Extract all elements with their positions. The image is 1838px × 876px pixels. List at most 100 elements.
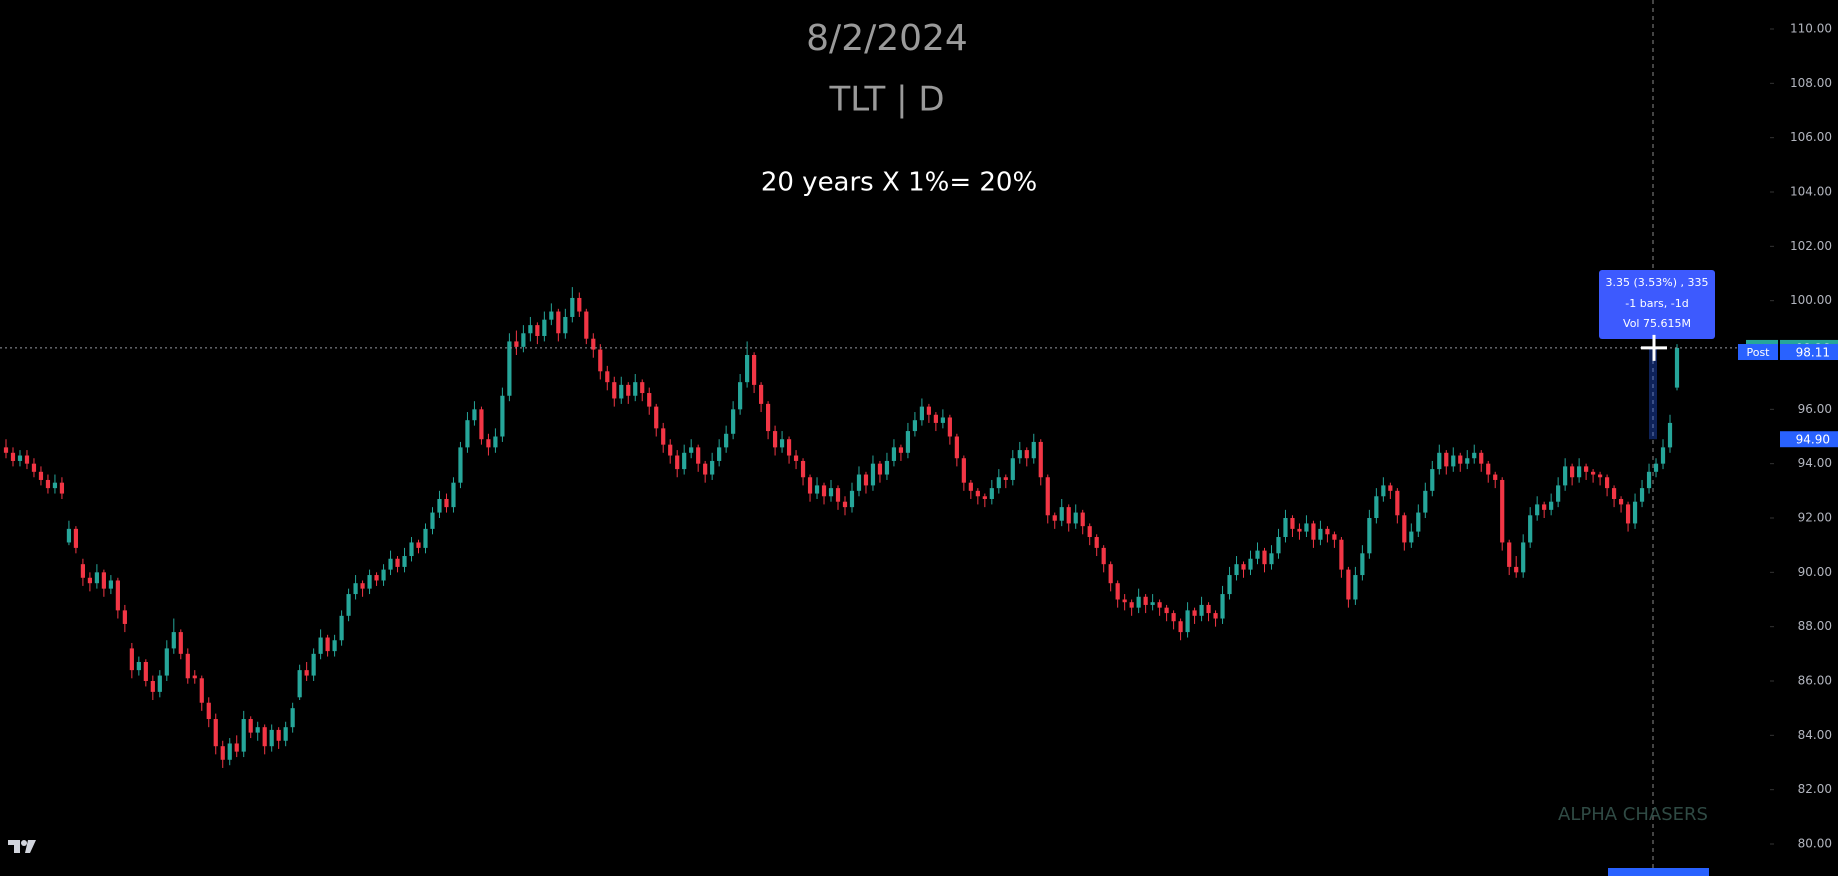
candle-body	[66, 528, 72, 543]
candle-body	[1304, 523, 1309, 532]
candle-body	[542, 319, 547, 336]
price-label-box	[1780, 344, 1838, 361]
candle-body	[1325, 528, 1330, 535]
candle-body	[409, 542, 414, 557]
chart-subtitle: TLT | D	[828, 80, 944, 120]
measure-range	[1649, 347, 1657, 440]
candle-body	[318, 637, 323, 654]
plot: 80.00 82.00 84.00 86.00 88.00 90.00 92.00 94.00…	[3, 22, 1832, 851]
candle-body	[863, 474, 869, 486]
candle-body	[507, 341, 512, 396]
candle-body	[178, 632, 183, 654]
candle-body	[164, 648, 169, 676]
candle-body	[3, 447, 9, 453]
candle-body	[1367, 518, 1372, 554]
candle-body	[129, 648, 134, 671]
candle-body	[360, 583, 365, 589]
candle-body	[1234, 564, 1239, 576]
y-tick-label: 108.00	[1790, 76, 1832, 90]
chart-title: 8/2/2024	[806, 18, 968, 59]
candle-body	[710, 460, 715, 475]
candle-body	[73, 528, 79, 548]
candle-body	[227, 743, 232, 760]
candle-body	[982, 496, 987, 499]
candle-body	[248, 719, 253, 733]
candle-body	[1010, 458, 1015, 480]
candle-body	[45, 479, 51, 489]
candle-body	[779, 439, 785, 448]
candle-body	[884, 460, 890, 475]
candle-body	[1248, 558, 1253, 570]
candle-body	[283, 727, 288, 741]
candle-body	[577, 297, 582, 312]
candle-body	[1178, 621, 1183, 633]
candle-body	[381, 569, 386, 581]
candle-body	[1122, 599, 1127, 603]
candle-body	[1493, 474, 1498, 480]
candle-body	[535, 325, 540, 336]
candle-body	[1646, 471, 1652, 489]
candle-body	[374, 575, 379, 581]
candle-body	[1458, 455, 1463, 464]
candle-body	[395, 558, 400, 567]
candle-body	[1604, 477, 1610, 489]
candle-body	[1192, 610, 1197, 616]
y-tick-label: 94.00	[1798, 456, 1832, 470]
candle-body	[800, 460, 806, 478]
candle-body	[1038, 441, 1043, 478]
candle-body	[1479, 452, 1484, 464]
candle-body	[961, 458, 966, 483]
candle-body	[493, 436, 498, 448]
candle-body	[1577, 466, 1582, 478]
logo-part	[21, 840, 27, 846]
candle-body	[717, 447, 722, 461]
candle-body	[304, 670, 309, 676]
cursor	[1641, 334, 1667, 361]
candle-body	[290, 708, 295, 728]
candle-body	[870, 463, 876, 486]
y-tick-label: 100.00	[1790, 293, 1832, 307]
candle-body	[1653, 463, 1659, 472]
candle-body	[1276, 537, 1281, 554]
candle-body	[835, 488, 841, 502]
candle-body	[1241, 564, 1246, 570]
candle-body	[1514, 566, 1519, 573]
candle-body	[332, 640, 337, 652]
candle-body	[451, 482, 456, 508]
candle-body	[758, 384, 764, 404]
candle-body	[353, 583, 358, 595]
candle-body	[444, 498, 449, 508]
candle-body	[1269, 553, 1274, 565]
candle-body	[905, 431, 911, 453]
candle-body	[647, 393, 652, 407]
candle-body	[849, 490, 855, 508]
candle-body	[1402, 515, 1407, 543]
candle-body	[1059, 507, 1064, 521]
logo	[8, 840, 36, 853]
candle-body	[1660, 447, 1666, 464]
y-tick-label: 90.00	[1798, 565, 1832, 579]
candle-body	[38, 471, 44, 480]
y-tick-label: 86.00	[1798, 674, 1832, 688]
candle-body	[1381, 485, 1386, 497]
candle-body	[1570, 466, 1575, 478]
candle-body	[772, 431, 778, 448]
candle-body	[10, 452, 16, 461]
candle-body	[828, 488, 834, 497]
candle-body	[458, 447, 463, 483]
candle-body	[59, 482, 65, 494]
price-label-name-box	[1738, 344, 1778, 361]
candle-body	[325, 637, 330, 652]
tooltip-text: Vol 75.615M	[1623, 317, 1691, 330]
candle-body	[1332, 534, 1337, 540]
candle-body	[241, 719, 246, 752]
candle-body	[612, 382, 617, 399]
candle-body	[1465, 458, 1470, 464]
candle-body	[87, 577, 92, 584]
candle-body	[1262, 550, 1267, 565]
candle-body	[591, 338, 596, 350]
candle-body	[689, 447, 694, 453]
candle-body	[633, 382, 638, 396]
candle-body	[682, 452, 687, 470]
